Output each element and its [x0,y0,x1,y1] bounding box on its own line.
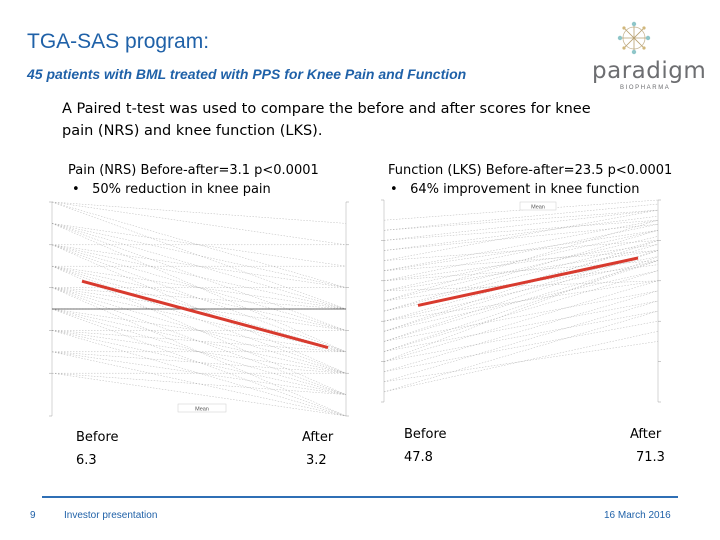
patient-line [383,260,659,342]
pain-chart: Mean [49,201,349,417]
bullet-icon: • [390,182,411,197]
patient-line [383,209,659,261]
patient-line [383,290,659,342]
patient-line [51,201,347,246]
patient-line [383,244,659,282]
patient-line [51,372,347,395]
legend-box [519,201,557,211]
patient-line [383,250,659,292]
page-subtitle: 45 patients with BML treated with PPS fo… [27,66,467,82]
function-before-value: 47.8 [404,450,433,465]
pain-before-label: Before [76,430,119,445]
patient-line [383,219,659,302]
function-bullet: • 64% improvement in knee function [390,182,639,197]
page-title: TGA-SAS program: [27,30,210,53]
patient-line [383,209,659,231]
patient-line [383,250,659,271]
patient-line [383,236,659,302]
patient-line [51,223,347,331]
patient-line [383,223,659,251]
patient-line [383,300,659,352]
patient-line [383,230,659,312]
function-after-value: 71.3 [636,450,665,465]
patient-line [51,287,347,395]
patient-line [383,310,659,393]
page-number: 9 [30,510,36,521]
patient-line [383,270,659,352]
mean-line [417,256,639,307]
patient-line [383,240,659,332]
patient-line [383,280,659,292]
patient-line [383,260,659,352]
patient-line [383,209,659,241]
patient-line [383,250,659,342]
starburst-network-icon [617,21,651,55]
legend-box [177,403,227,413]
company-logo: paradigm BIOPHARMA [592,18,706,92]
footer-date: 16 March 2016 [604,510,671,521]
logo-subtext: BIOPHARMA [620,85,671,91]
patient-line [383,320,659,372]
pain-before-value: 6.3 [76,453,97,468]
patient-line [383,260,659,322]
patient-line [383,341,659,383]
patient-line [383,280,659,322]
patient-line [383,256,659,362]
patient-line [383,219,659,241]
patient-line [383,215,659,251]
pain-after-label: After [302,430,334,445]
patient-line [51,201,347,288]
patient-line [383,290,659,372]
legend-label: Mean [195,407,209,413]
function-bullet-text: 64% improvement in knee function [410,182,640,197]
function-after-label: After [630,427,662,442]
patient-line [383,203,659,231]
pain-after-value: 3.2 [306,453,327,468]
mean-line [81,279,329,349]
patient-line [383,240,659,312]
patient-line [383,300,659,383]
patient-line [383,199,659,221]
legend-label: Mean [531,205,545,211]
pain-bullet: • 50% reduction in knee pain [72,182,271,197]
patient-line [383,280,659,362]
patient-line [51,351,347,374]
bullet-icon: • [72,182,93,197]
logo-wordmark: paradigm [592,58,707,84]
function-chart: Mean [381,199,661,403]
footer-divider [42,496,678,498]
patient-line [51,287,347,353]
patient-line [51,223,347,288]
patient-line [383,230,659,271]
intro-text: A Paired t-test was used to compare the … [62,101,591,139]
pain-bullet-text: 50% reduction in knee pain [92,182,271,197]
patient-line [51,265,347,331]
pain-stat: Pain (NRS) Before-after=3.1 p<0.0001 [68,163,319,178]
footer-label: Investor presentation [64,510,158,521]
patient-line [383,310,659,362]
function-stat: Function (LKS) Before-after=23.5 p<0.000… [388,163,673,178]
function-before-label: Before [404,427,447,442]
patient-line [51,201,347,224]
